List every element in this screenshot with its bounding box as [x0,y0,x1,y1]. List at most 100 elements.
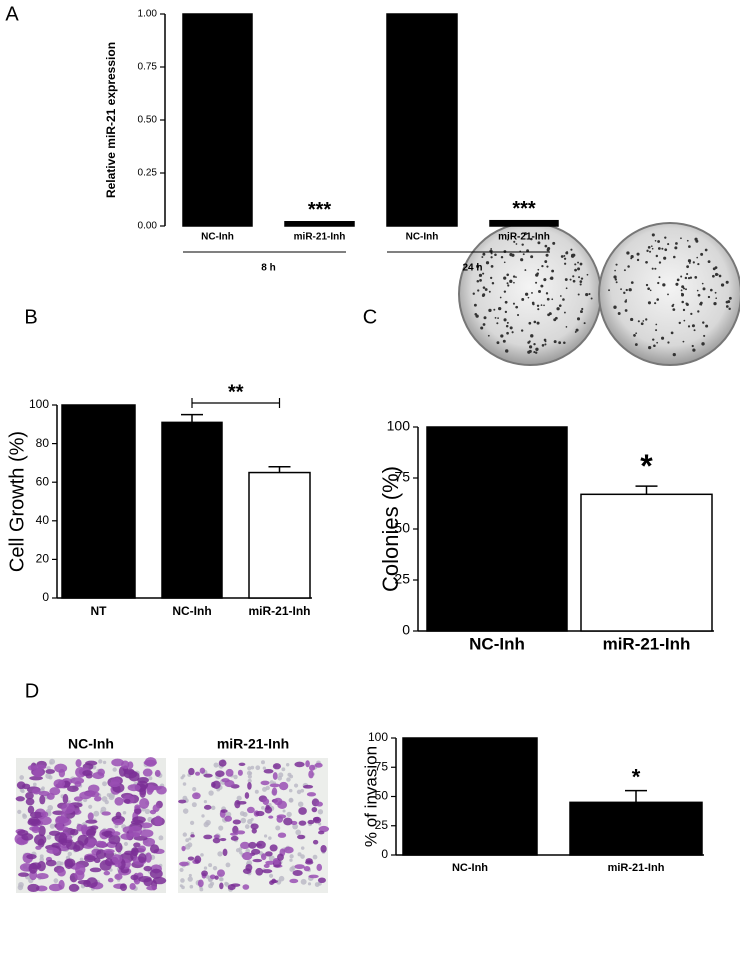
stained-cell [38,825,46,837]
cell-debris [101,796,108,802]
colony [482,272,485,275]
colony [481,294,485,297]
colony [506,331,509,335]
colony [564,262,567,265]
colony [682,287,686,290]
stained-cell [240,841,250,850]
stained-cell [212,780,221,789]
stained-cell [45,769,56,774]
stained-cell [154,769,161,777]
colony [727,300,731,304]
y-tick-label: 0.50 [138,115,158,126]
cell-debris [112,767,117,772]
colony [490,252,493,255]
stained-cell [272,772,278,780]
colony [697,293,701,297]
stained-cell [256,840,266,849]
x-tick-label: NC-Inh [406,232,439,243]
colony [494,253,497,257]
stained-cell [224,815,232,822]
stained-cell [114,861,122,868]
colony [656,298,660,301]
colony [533,320,537,324]
y-axis-label: Cell Growth (%) [6,431,28,572]
cell-debris [185,838,190,843]
colony [673,255,676,259]
cell-debris [235,848,241,853]
stained-cell [29,811,44,819]
stained-cell [262,869,273,874]
colony [707,295,711,299]
colony [496,341,500,345]
stained-cell [27,883,40,893]
cell-debris [201,814,205,818]
colony [536,304,540,308]
stained-cell [146,784,155,793]
stained-cell [35,845,42,850]
stained-cell [37,860,46,872]
stained-cell [25,797,35,806]
colony [687,277,691,280]
colony [725,280,729,284]
colony [472,292,475,295]
colony [482,252,486,256]
stained-cell [269,783,280,788]
stained-cell [302,784,314,789]
colony [490,264,494,268]
colony [525,292,529,296]
group-label: 8 h [261,263,275,274]
colony [667,341,670,344]
colony [702,321,705,324]
cell-debris [200,853,204,857]
x-tick-label: miR-21-Inh [498,232,550,243]
stained-cell [31,825,40,834]
panel-label: B [24,306,37,328]
stained-cell [28,816,40,825]
cell-debris [260,760,265,765]
stained-cell [134,808,142,814]
y-tick-label: 80 [36,436,50,450]
cell-debris [203,821,209,828]
colony [546,297,550,301]
stained-cell [308,874,319,879]
colony [556,307,560,311]
colony [645,283,649,287]
colony [543,338,547,342]
cell-debris [289,858,293,862]
stained-cell [138,875,152,883]
cell-debris [189,820,195,825]
cell-debris [296,789,302,795]
colony [503,290,507,293]
colony [563,311,566,314]
colony [523,232,527,236]
colony [553,340,557,344]
colony [490,276,493,280]
colony [672,308,676,311]
colony [690,312,693,316]
colony [560,255,564,258]
colony [563,257,567,260]
panel-label: A [5,3,19,25]
stained-cell [197,879,204,888]
stained-cell [103,848,115,854]
cell-debris [187,876,193,882]
colony [507,284,510,287]
colony [575,328,579,332]
colony [590,297,593,300]
stained-cell [269,844,278,852]
colony [697,262,700,266]
cell-debris [248,771,253,775]
stained-cell [317,877,326,884]
stained-cell [265,851,273,857]
y-tick-label: 100 [368,730,388,744]
cell-debris [192,787,197,792]
x-tick-label: miR-21-Inh [294,232,346,243]
stained-cell [74,870,85,881]
cell-debris [288,788,293,793]
cell-debris [250,765,255,770]
colony [559,295,562,297]
stained-cell [203,773,213,778]
colony [680,237,682,240]
stained-cell [92,771,105,780]
